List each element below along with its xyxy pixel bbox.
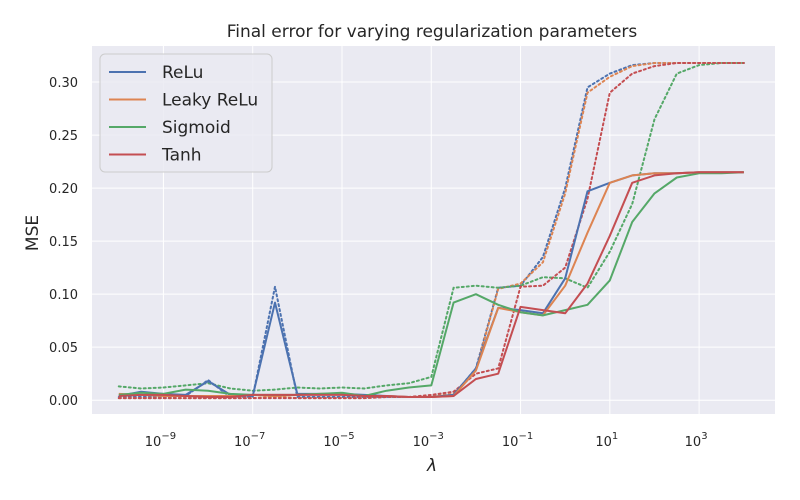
x-tick-label: 10−7 xyxy=(234,431,265,450)
x-tick-label: 10−9 xyxy=(145,431,176,450)
legend-label-leaky-relu: Leaky ReLu xyxy=(162,91,258,111)
x-axis-label: λ xyxy=(426,456,437,476)
y-tick-label: 0.25 xyxy=(49,129,78,144)
chart-title: Final error for varying regularization p… xyxy=(227,22,638,42)
tanh-dotted-line xyxy=(117,62,745,400)
series-lines xyxy=(117,62,745,400)
sigmoid-solid-line xyxy=(118,171,744,397)
y-axis-label: MSE xyxy=(23,215,43,251)
y-tick-label: 0.30 xyxy=(49,76,78,91)
x-tick-label: 103 xyxy=(685,431,708,450)
x-tick-label: 10−1 xyxy=(502,431,533,450)
legend-label-sigmoid: Sigmoid xyxy=(162,118,231,138)
x-tick-labels: 10−9 10−7 10−5 10−3 10−1 101 103 xyxy=(145,431,708,450)
legend-label-relu: ReLu xyxy=(162,63,203,83)
x-tick-label: 10−3 xyxy=(413,431,444,450)
y-tick-label: 0.10 xyxy=(49,288,78,303)
y-tick-labels: 0.00 0.05 0.10 0.15 0.20 0.25 0.30 xyxy=(49,76,78,409)
sigmoid-dotted-line xyxy=(117,62,745,392)
legend-label-tanh: Tanh xyxy=(161,146,202,166)
tanh-solid-line xyxy=(118,171,744,398)
x-tick-label: 10−5 xyxy=(323,431,354,450)
x-tick-label: 101 xyxy=(595,431,618,450)
y-tick-label: 0.15 xyxy=(49,235,78,250)
y-tick-label: 0.05 xyxy=(49,341,78,356)
legend-box xyxy=(99,53,273,173)
y-tick-label: 0.00 xyxy=(49,394,78,409)
y-tick-label: 0.20 xyxy=(49,182,78,197)
legend: ReLu Leaky ReLu Sigmoid Tanh xyxy=(99,53,273,173)
